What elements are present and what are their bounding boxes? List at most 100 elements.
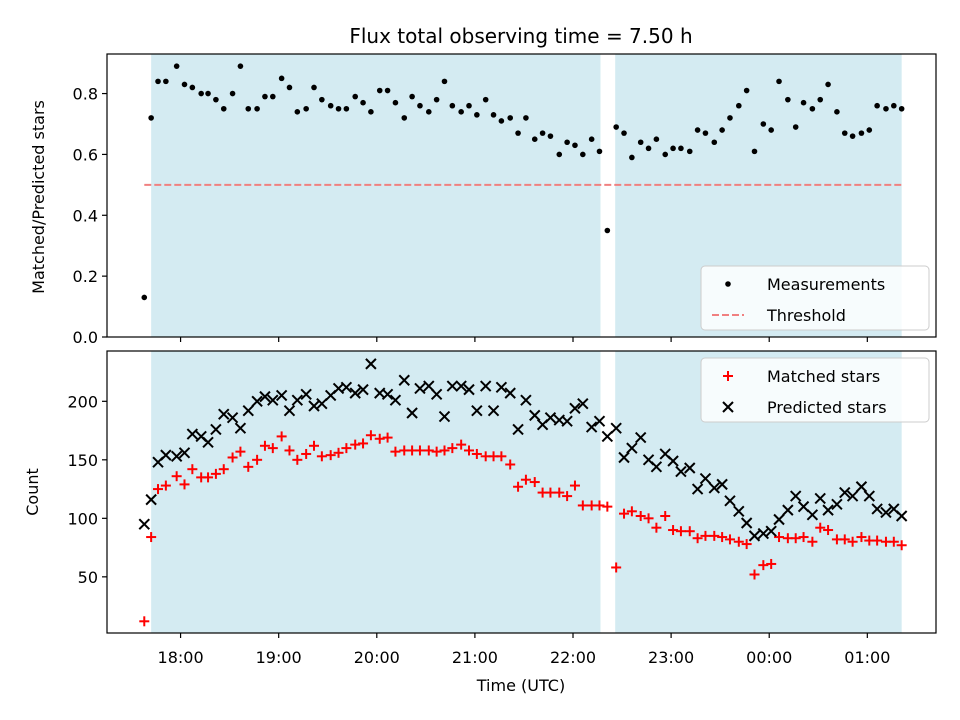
data-point bbox=[650, 461, 663, 473]
data-point-stroke bbox=[267, 394, 279, 406]
data-point-stroke bbox=[316, 397, 328, 410]
data-point bbox=[529, 409, 541, 422]
data-point bbox=[507, 115, 514, 121]
data-point bbox=[699, 472, 712, 485]
data-point bbox=[874, 102, 880, 109]
data-point bbox=[198, 90, 204, 97]
data-point bbox=[588, 136, 595, 143]
data-point-stroke bbox=[888, 503, 900, 515]
data-point bbox=[670, 145, 676, 152]
data-point bbox=[626, 506, 637, 517]
data-point bbox=[163, 78, 169, 85]
data-point bbox=[423, 445, 434, 456]
y-tick-label: 0.2 bbox=[73, 267, 98, 286]
data-point bbox=[774, 532, 785, 543]
data-point bbox=[252, 454, 263, 465]
data-point bbox=[871, 503, 883, 515]
data-point-stroke bbox=[529, 409, 541, 422]
data-point bbox=[768, 127, 774, 133]
data-point bbox=[430, 388, 443, 401]
data-point bbox=[556, 151, 563, 158]
data-point bbox=[806, 509, 819, 521]
data-point bbox=[896, 540, 907, 551]
data-point bbox=[343, 105, 350, 112]
data-point bbox=[593, 415, 606, 427]
data-point bbox=[580, 151, 586, 158]
data-point-stroke bbox=[831, 498, 843, 510]
data-point bbox=[374, 433, 385, 444]
data-point bbox=[823, 525, 834, 536]
data-point-stroke bbox=[797, 500, 810, 513]
data-point bbox=[178, 447, 191, 459]
data-point bbox=[449, 102, 456, 109]
data-point bbox=[602, 501, 613, 512]
data-point bbox=[392, 99, 399, 106]
data-point bbox=[145, 493, 157, 506]
data-point-stroke bbox=[650, 461, 663, 473]
data-point bbox=[856, 532, 867, 543]
data-point-stroke bbox=[610, 422, 622, 434]
data-point-stroke bbox=[283, 404, 296, 417]
data-point bbox=[610, 422, 622, 434]
data-point bbox=[790, 490, 802, 502]
data-point bbox=[841, 130, 848, 136]
legend-item: Threshold bbox=[712, 306, 846, 325]
observing-window-0 bbox=[151, 351, 601, 633]
data-point-stroke bbox=[634, 431, 647, 444]
legend-label: Threshold bbox=[766, 306, 846, 325]
data-point bbox=[539, 130, 546, 136]
data-point bbox=[700, 530, 711, 541]
data-point-stroke bbox=[618, 451, 630, 464]
data-point bbox=[446, 380, 459, 392]
data-point bbox=[711, 139, 718, 146]
data-point-stroke bbox=[642, 454, 655, 466]
data-point bbox=[898, 105, 905, 112]
data-point bbox=[604, 227, 611, 234]
data-point bbox=[846, 490, 859, 502]
data-point bbox=[187, 464, 198, 475]
top-panel: 0.0 0.2 0.4 0.6 0.8 Measurements Threshold bbox=[73, 53, 937, 347]
data-point bbox=[817, 96, 824, 103]
data-point bbox=[205, 90, 211, 97]
data-point bbox=[456, 439, 467, 450]
data-point bbox=[496, 451, 507, 462]
data-point bbox=[278, 75, 285, 82]
data-point-stroke bbox=[757, 527, 770, 540]
data-point bbox=[401, 115, 408, 121]
data-point bbox=[237, 63, 244, 69]
data-point bbox=[439, 445, 450, 456]
data-point bbox=[815, 522, 826, 533]
data-point bbox=[286, 84, 293, 91]
x-tick-label: 23:00 bbox=[648, 648, 694, 667]
data-point bbox=[479, 380, 492, 392]
y-tick-label: 50 bbox=[78, 568, 98, 587]
data-point bbox=[601, 430, 614, 443]
x-tick-label: 00:00 bbox=[746, 648, 792, 667]
data-point bbox=[414, 445, 425, 456]
data-point bbox=[757, 527, 770, 540]
data-point bbox=[301, 448, 312, 459]
data-point bbox=[275, 389, 288, 402]
data-point-stroke bbox=[748, 530, 761, 542]
data-point bbox=[226, 411, 239, 424]
data-point bbox=[259, 390, 271, 403]
data-point bbox=[684, 462, 696, 474]
data-point bbox=[482, 96, 489, 103]
legend-item: Measurements bbox=[725, 275, 885, 294]
bottom-y-axis-label: Count bbox=[23, 468, 42, 516]
axes-frame bbox=[106, 350, 937, 634]
data-point-stroke bbox=[406, 407, 418, 419]
data-point bbox=[431, 446, 442, 457]
data-point bbox=[782, 504, 794, 516]
data-point bbox=[319, 96, 325, 103]
data-point bbox=[653, 136, 660, 143]
data-point-stroke bbox=[423, 380, 435, 392]
data-point bbox=[694, 127, 701, 133]
data-point-stroke bbox=[389, 394, 402, 406]
data-point-stroke bbox=[487, 404, 500, 417]
data-point bbox=[733, 505, 745, 518]
data-point-stroke bbox=[822, 504, 834, 516]
data-point bbox=[390, 446, 401, 457]
data-point-stroke bbox=[463, 383, 475, 396]
data-point bbox=[441, 78, 448, 85]
